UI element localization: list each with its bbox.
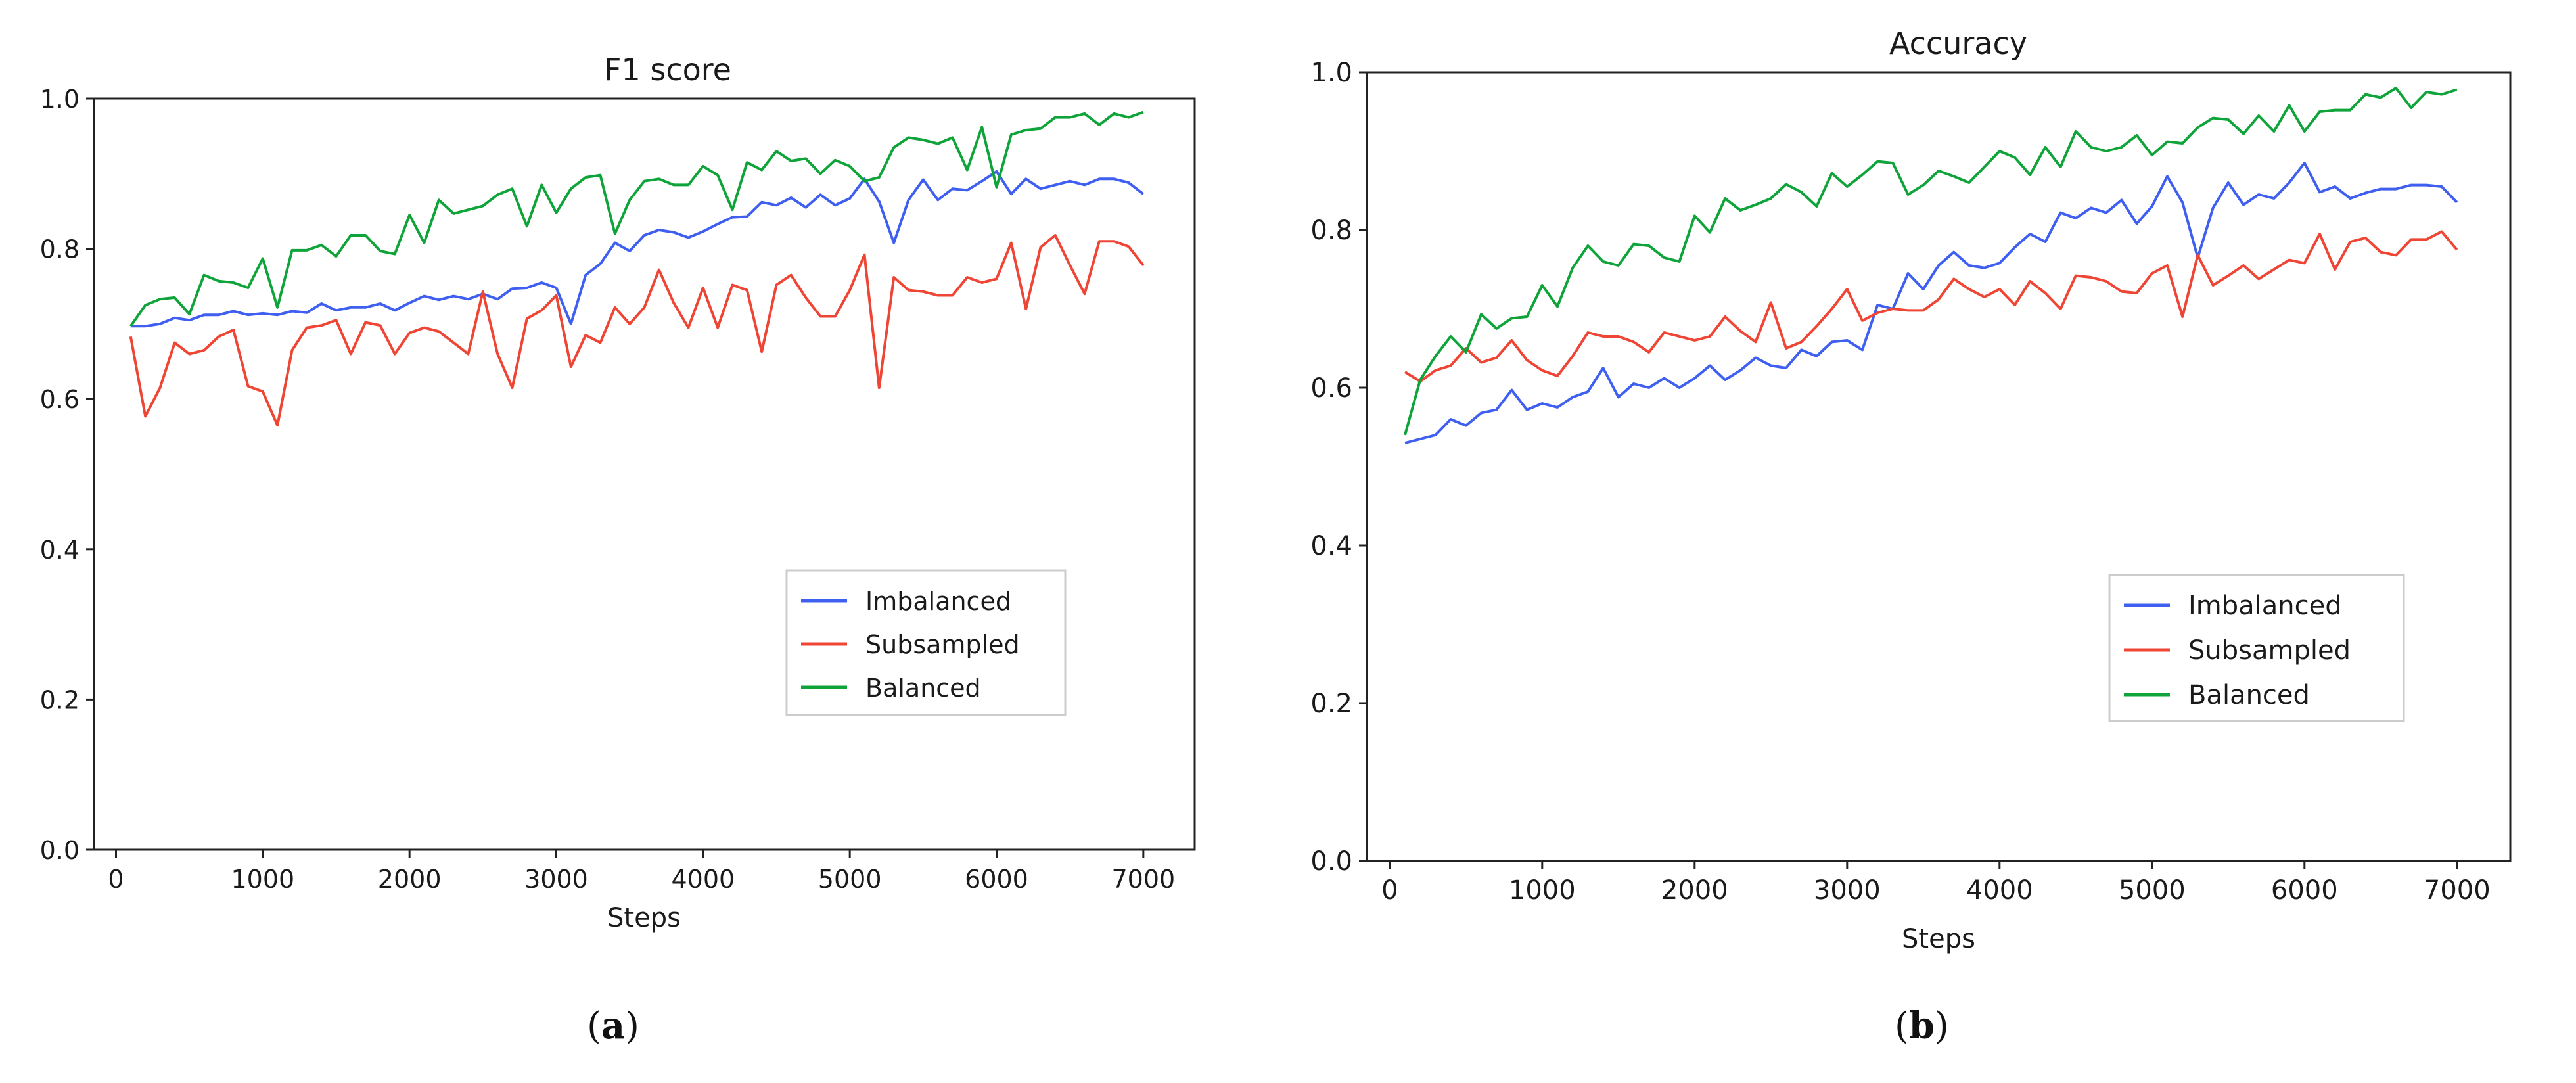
x-tick-label: 0 bbox=[1381, 875, 1398, 906]
y-tick-label: 1.0 bbox=[40, 85, 80, 114]
series-line-imbalanced bbox=[130, 170, 1145, 328]
y-tick-label: 0.2 bbox=[1310, 689, 1352, 719]
chart-title: Accuracy bbox=[1889, 26, 2027, 61]
legend-box bbox=[2108, 574, 2405, 722]
x-tick-label: 5000 bbox=[818, 865, 882, 894]
y-tick-label: 0.6 bbox=[40, 385, 80, 414]
y-axis: 0.0 0.2 0.4 0.6 0.8 1.0 bbox=[1310, 58, 1367, 877]
y-tick-label: 0.6 bbox=[1310, 373, 1352, 403]
legend-label-imbalanced: Imbalanced bbox=[865, 587, 1011, 616]
x-tick-label: 1000 bbox=[1509, 875, 1576, 906]
x-tick-label: 6000 bbox=[2271, 875, 2338, 906]
x-tick-label: 4000 bbox=[1966, 875, 2033, 906]
legend-label-subsampled: Subsampled bbox=[2188, 635, 2351, 666]
series-line-balanced bbox=[1404, 87, 2458, 436]
x-tick-label: 6000 bbox=[965, 865, 1028, 894]
x-tick-label: 2000 bbox=[1661, 875, 1728, 906]
x-tick-label: 3000 bbox=[524, 865, 588, 894]
x-tick-label: 4000 bbox=[671, 865, 735, 894]
x-tick-label: 7000 bbox=[2424, 875, 2491, 906]
x-axis: 0 1000 2000 3000 4000 5000 6000 7000 bbox=[1381, 861, 2491, 906]
series-layer bbox=[129, 110, 1145, 427]
y-tick-label: 1.0 bbox=[1310, 58, 1352, 88]
caption-letter: a bbox=[601, 1004, 626, 1048]
x-axis-label: Steps bbox=[1902, 924, 1975, 954]
y-tick-label: 0.2 bbox=[40, 685, 80, 714]
x-axis: 0 1000 2000 3000 4000 5000 6000 7000 bbox=[108, 850, 1175, 894]
legend-label-imbalanced: Imbalanced bbox=[2188, 591, 2342, 621]
x-axis-label: Steps bbox=[607, 903, 681, 933]
figure-caption-b: (b) bbox=[1895, 1004, 1949, 1048]
plot-frame bbox=[93, 97, 1196, 851]
y-tick-label: 0.4 bbox=[1310, 531, 1352, 561]
series-line-subsampled bbox=[1404, 230, 2458, 383]
x-tick-label: 3000 bbox=[1814, 875, 1881, 906]
legend: Imbalanced Subsampled Balanced bbox=[785, 569, 1067, 716]
y-axis: 0.0 0.2 0.4 0.6 0.8 1.0 bbox=[40, 85, 94, 865]
series-line-imbalanced bbox=[1404, 162, 2458, 444]
y-tick-label: 0.4 bbox=[40, 536, 80, 565]
figure-caption-a: (a) bbox=[587, 1004, 640, 1048]
chart-panel-b: Accuracy 0.0 0.2 0.4 0.6 0.8 1.0 0 1000 2000 300… bbox=[1310, 26, 2512, 954]
x-tick-label: 5000 bbox=[2119, 875, 2186, 906]
x-tick-label: 1000 bbox=[231, 865, 294, 894]
legend-label-subsampled: Subsampled bbox=[865, 630, 1020, 659]
y-tick-label: 0.0 bbox=[1310, 846, 1352, 877]
chart-panel-a: F1 score 0.0 0.2 0.4 0.6 0.8 1.0 0 1000 2000 300… bbox=[40, 52, 1196, 933]
legend-label-balanced: Balanced bbox=[2188, 680, 2310, 710]
plot-frame bbox=[1366, 71, 2512, 862]
chart-title: F1 score bbox=[604, 52, 731, 87]
series-line-balanced bbox=[129, 110, 1144, 327]
x-tick-label: 0 bbox=[108, 865, 124, 894]
x-tick-label: 7000 bbox=[1111, 865, 1175, 894]
y-tick-label: 0.8 bbox=[40, 235, 80, 264]
x-tick-label: 2000 bbox=[378, 865, 442, 894]
caption-letter: b bbox=[1908, 1004, 1935, 1048]
y-tick-label: 0.0 bbox=[40, 836, 80, 865]
legend-label-balanced: Balanced bbox=[865, 674, 981, 703]
series-layer bbox=[1404, 87, 2458, 444]
legend: Imbalanced Subsampled Balanced bbox=[2108, 574, 2405, 722]
series-line-subsampled bbox=[129, 234, 1145, 427]
y-tick-label: 0.8 bbox=[1310, 216, 1352, 246]
